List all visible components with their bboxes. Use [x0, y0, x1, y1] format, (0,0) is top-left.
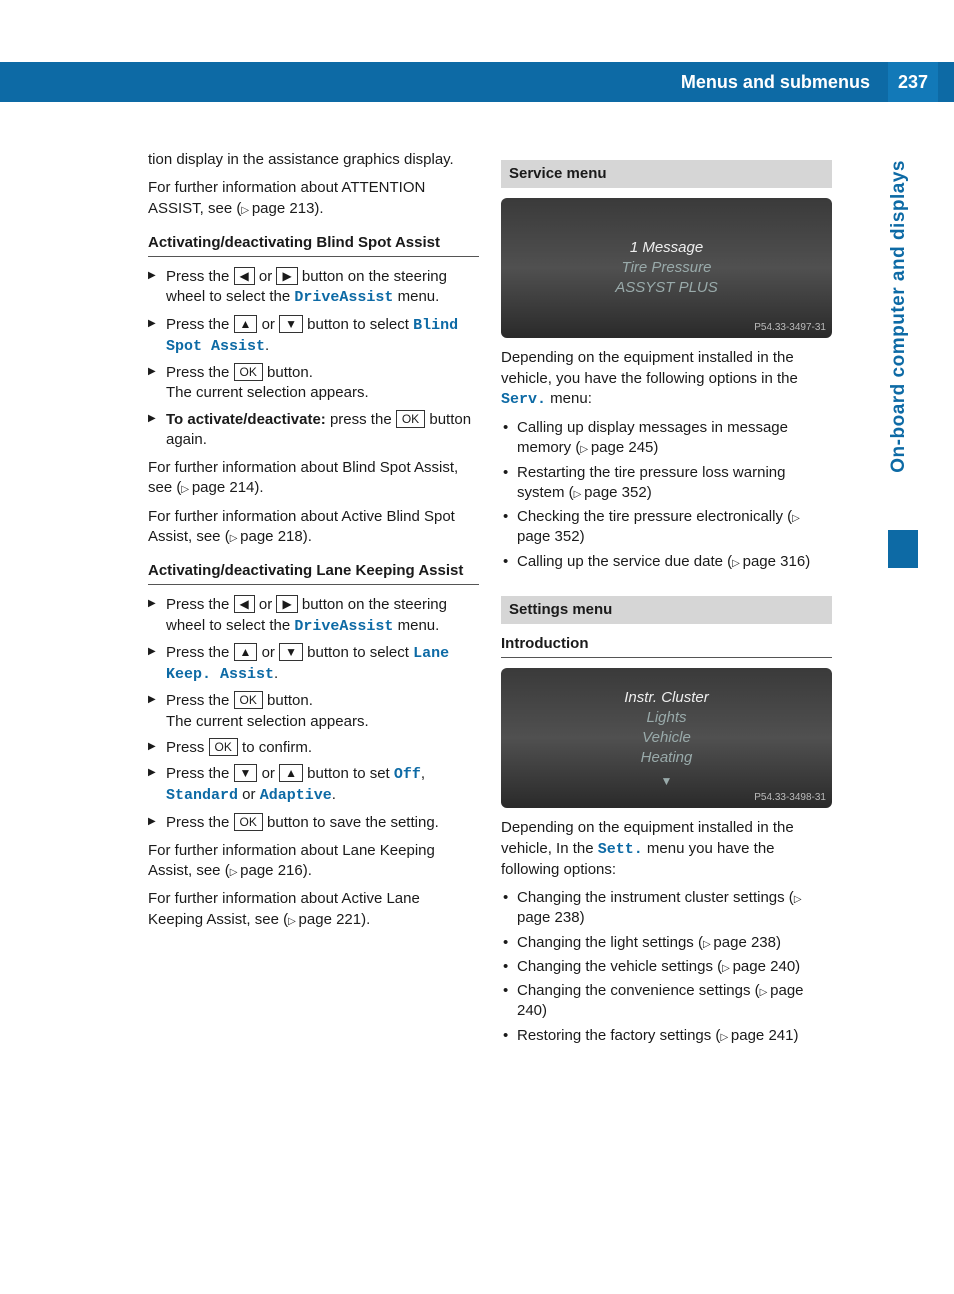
settings-menu-screenshot: Instr. Cluster Lights Vehicle Heating ▼ …: [501, 668, 832, 808]
image-code: P54.33-3497-31: [754, 321, 826, 335]
menu-name: Serv.: [501, 391, 546, 408]
down-indicator-icon: ▼: [661, 773, 673, 789]
blind-spot-ref: For further information about Blind Spot…: [148, 458, 479, 499]
step: Press the ◀ or ▶ button on the steering …: [148, 595, 479, 637]
header-page-number: 237: [888, 62, 938, 102]
page-ref: page 213: [241, 200, 314, 217]
menu-name: DriveAssist: [294, 289, 393, 306]
service-menu-screenshot: 1 Message Tire Pressure ASSYST PLUS P54.…: [501, 198, 832, 338]
page-ref: page 214: [181, 479, 254, 496]
down-arrow-button: ▼: [279, 643, 303, 661]
service-menu-heading: Service menu: [501, 160, 832, 188]
settings-intro: Depending on the equipment installed in …: [501, 818, 832, 880]
option-adaptive: Adaptive: [260, 787, 332, 804]
menu-name: Sett.: [598, 841, 643, 858]
list-item: Changing the instrument cluster settings…: [501, 888, 832, 929]
screen-line: Tire Pressure: [622, 258, 712, 278]
page-ref: page 352: [574, 484, 647, 501]
screen-line: ASSYST PLUS: [615, 278, 718, 298]
step: Press the ▼ or ▲ button to set Off, Stan…: [148, 764, 479, 807]
list-item: Changing the light settings (page 238): [501, 933, 832, 953]
screen-line: 1 Message: [630, 238, 703, 258]
left-arrow-button: ◀: [234, 267, 255, 285]
step: Press the OK button. The current selecti…: [148, 363, 479, 404]
up-arrow-button: ▲: [234, 315, 258, 333]
active-lane-keep-ref: For further information about Active Lan…: [148, 889, 479, 930]
service-options: Calling up display messages in message m…: [501, 418, 832, 572]
option-off: Off: [394, 766, 421, 783]
up-arrow-button: ▲: [279, 764, 303, 782]
list-item: Changing the convenience settings (page …: [501, 981, 832, 1022]
step-result: The current selection appears.: [166, 383, 479, 403]
list-item: Checking the tire pressure electronicall…: [501, 507, 832, 548]
ok-button: OK: [234, 691, 263, 709]
left-column: tion display in the assistance graphics …: [148, 150, 479, 1054]
menu-name: DriveAssist: [294, 618, 393, 635]
page-content: tion display in the assistance graphics …: [148, 150, 832, 1054]
settings-options: Changing the instrument cluster settings…: [501, 888, 832, 1046]
attention-assist-ref: For further information about ATTENTION …: [148, 178, 479, 219]
step: Press the OK button. The current selecti…: [148, 691, 479, 732]
ok-button: OK: [234, 363, 263, 381]
active-blind-spot-ref: For further information about Active Bli…: [148, 507, 479, 548]
blind-spot-heading: Activating/deactivating Blind Spot Assis…: [148, 233, 479, 257]
step: Press OK to confirm.: [148, 738, 479, 758]
down-arrow-button: ▼: [234, 764, 258, 782]
list-item: Restoring the factory settings (page 241…: [501, 1026, 832, 1046]
ok-button: OK: [234, 813, 263, 831]
step: Press the ◀ or ▶ button on the steering …: [148, 267, 479, 309]
screen-line: Vehicle: [642, 728, 691, 748]
lane-keep-steps: Press the ◀ or ▶ button on the steering …: [148, 595, 479, 833]
header-title: Menus and submenus: [681, 70, 870, 94]
blind-spot-steps: Press the ◀ or ▶ button on the steering …: [148, 267, 479, 450]
list-item: Restarting the tire pressure loss warnin…: [501, 463, 832, 504]
ok-button: OK: [209, 738, 238, 756]
lane-keep-ref: For further information about Lane Keepi…: [148, 841, 479, 882]
page-ref: page 216: [230, 862, 303, 879]
down-arrow-button: ▼: [279, 315, 303, 333]
lane-keep-heading: Activating/deactivating Lane Keeping Ass…: [148, 561, 479, 585]
step: To activate/deactivate: press the OK but…: [148, 410, 479, 451]
image-code: P54.33-3498-31: [754, 791, 826, 805]
section-tab-marker: [888, 530, 918, 568]
settings-intro-heading: Introduction: [501, 634, 832, 658]
left-arrow-button: ◀: [234, 595, 255, 613]
screen-line: Instr. Cluster: [624, 688, 708, 708]
list-item: Calling up display messages in message m…: [501, 418, 832, 459]
list-item: Changing the vehicle settings (page 240): [501, 957, 832, 977]
up-arrow-button: ▲: [234, 643, 258, 661]
page-ref: page 221: [288, 911, 361, 928]
option-standard: Standard: [166, 787, 238, 804]
page-ref: page 245: [580, 439, 653, 456]
step-action: To activate/deactivate:: [166, 411, 326, 428]
settings-menu-heading: Settings menu: [501, 596, 832, 624]
list-item: Calling up the service due date (page 31…: [501, 552, 832, 572]
page-ref: page 240: [722, 958, 795, 975]
step-result: The current selection appears.: [166, 712, 479, 732]
intro-continuation: tion display in the assistance graphics …: [148, 150, 479, 170]
page-ref: page 238: [703, 934, 776, 951]
page-ref: page 218: [230, 528, 303, 545]
page-ref: page 316: [732, 553, 805, 570]
step: Press the ▲ or ▼ button to select Lane K…: [148, 643, 479, 686]
service-intro: Depending on the equipment installed in …: [501, 348, 832, 410]
page-header: Menus and submenus 237: [0, 62, 954, 102]
ok-button: OK: [396, 410, 425, 428]
screen-line: Heating: [641, 748, 693, 768]
screen-line: Lights: [646, 708, 686, 728]
right-arrow-button: ▶: [276, 267, 297, 285]
right-arrow-button: ▶: [276, 595, 297, 613]
right-column: Service menu 1 Message Tire Pressure ASS…: [501, 150, 832, 1054]
step: Press the OK button to save the setting.: [148, 813, 479, 833]
section-tab: On-board computer and displays: [886, 160, 912, 473]
step: Press the ▲ or ▼ button to select Blind …: [148, 315, 479, 358]
page-ref: page 241: [720, 1027, 793, 1044]
